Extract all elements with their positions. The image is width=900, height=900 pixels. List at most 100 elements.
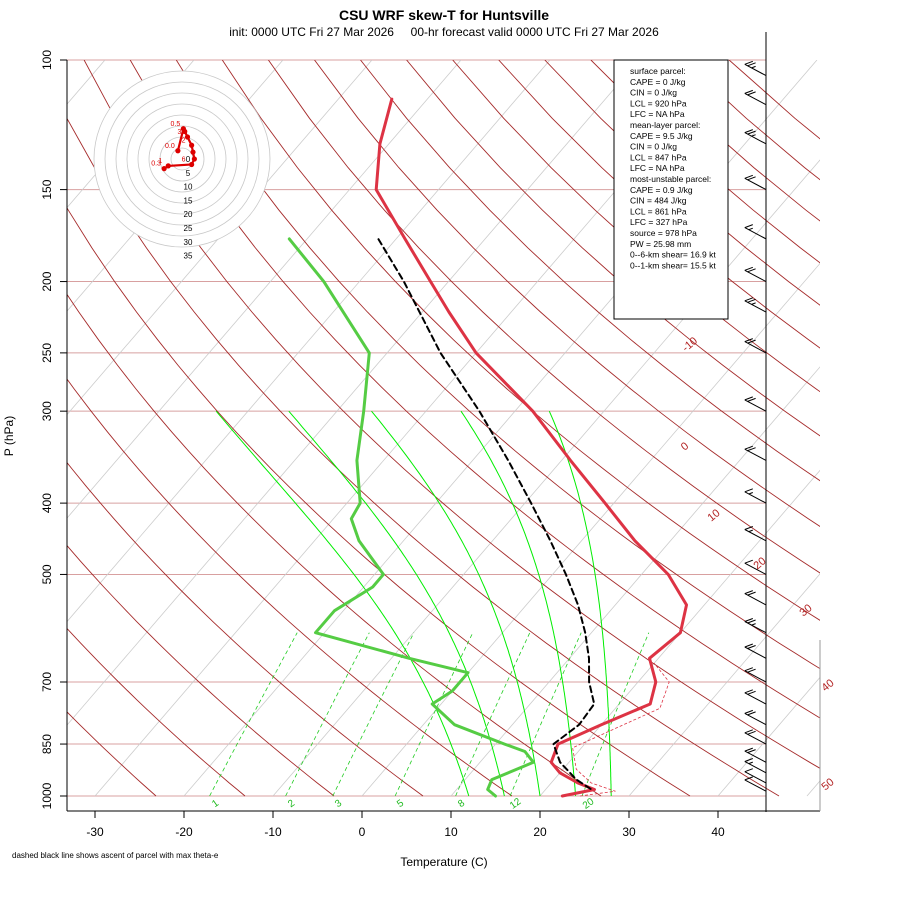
dry-adiabat — [406, 60, 820, 437]
wind-barb-staff — [744, 227, 767, 240]
wind-barb-flag — [747, 298, 756, 303]
hodograph-ring — [93, 70, 271, 248]
wind-barb-flag — [747, 711, 756, 716]
wind-barb-staff — [744, 621, 767, 634]
wind-barb — [744, 729, 767, 745]
hodograph-ring-label: 25 — [184, 224, 193, 233]
hodograph-point — [189, 142, 195, 148]
wind-barb-flag — [744, 709, 753, 714]
dry-adiabat — [67, 461, 424, 797]
dry-adiabat — [67, 711, 157, 797]
info-line: CAPE = 0.9 J/kg — [630, 185, 693, 195]
wind-barb-staff — [744, 732, 767, 745]
wind-barb-flag — [744, 297, 753, 302]
hodograph-ring — [137, 114, 227, 204]
x-axis-ticks: -30 -20 -10 0 10 20 30 40 — [86, 811, 725, 839]
y-axis-label: P (hPa) — [2, 416, 16, 456]
hodograph-point — [180, 126, 186, 132]
wind-barb-staff — [744, 341, 767, 354]
wind-barb-staff — [744, 692, 767, 705]
wind-barb-flag — [744, 729, 753, 734]
wind-barb-half-flag — [751, 623, 756, 626]
wind-barb-half-flag — [748, 529, 753, 533]
isotherm-line — [450, 366, 820, 797]
virtual-temp-line — [572, 662, 670, 797]
y-tick-label: 700 — [40, 672, 54, 692]
wind-barb-flag — [744, 266, 753, 271]
y-tick-label: 300 — [40, 401, 54, 421]
mixing-ratio-label: 3 — [333, 798, 344, 810]
wind-barb-staff — [744, 399, 767, 412]
hodograph-ring-label: 5 — [186, 169, 191, 178]
wind-barb-flag — [744, 776, 753, 781]
dewpoint-line — [287, 237, 535, 798]
mixing-ratio-label: 20 — [581, 796, 597, 812]
wind-barb-staff — [744, 269, 767, 282]
hodograph-point-label: 0.0 — [165, 143, 175, 150]
wind-barb-staff — [744, 670, 767, 683]
mixing-ratio-line — [394, 632, 474, 797]
chart-title: CSU WRF skew-T for Huntsville — [339, 7, 549, 23]
wind-barb-staff — [744, 779, 767, 792]
wind-barb-flag — [744, 396, 753, 401]
wind-barb — [744, 338, 767, 354]
info-line: CAPE = 9.5 J/kg — [630, 131, 693, 141]
parcel-info-text: surface parcel: CAPE = 0 J/kg CIN = 0 J/kg… — [630, 66, 716, 270]
wind-barb-flag — [747, 339, 756, 344]
wind-barb — [744, 297, 767, 313]
profile-lines — [287, 97, 688, 798]
dry-adiabat — [728, 60, 820, 140]
y-tick-label: 500 — [40, 564, 54, 584]
wind-barb-flag — [744, 174, 753, 179]
hodograph-ring-label: 30 — [184, 238, 193, 247]
mixing-ratio-line — [581, 632, 650, 797]
wind-barb-flag — [744, 445, 753, 450]
wind-barb-staff — [744, 177, 767, 191]
info-line: LCL = 920 hPa — [630, 98, 687, 108]
y-tick-label: 250 — [40, 343, 54, 363]
hodograph-point-label: 3 — [178, 129, 182, 136]
y-tick-label: 200 — [40, 271, 54, 291]
mixing-ratio-labels: 1 2 3 5 8 12 20 — [210, 796, 597, 812]
x-tick-label: -30 — [86, 825, 104, 839]
wind-barb-staff — [744, 562, 767, 575]
hodograph-ring — [115, 92, 249, 226]
info-line: CIN = 484 J/kg — [630, 196, 687, 206]
mixing-ratio-line — [455, 632, 531, 797]
wind-barb-staff — [744, 771, 767, 784]
wind-barb-flag — [744, 559, 753, 564]
hodograph-point — [165, 163, 171, 169]
mixing-ratio-lines — [209, 632, 650, 797]
dry-adiabat — [268, 60, 820, 574]
x-tick-label: -10 — [264, 825, 282, 839]
footnote: dashed black line shows ascent of parcel… — [12, 851, 219, 860]
hodograph-point — [161, 166, 167, 172]
hodograph-point — [190, 149, 196, 155]
hodograph-point-label: 0.5 — [171, 121, 181, 128]
wind-barb — [744, 643, 767, 659]
mixing-ratio-label: 1 — [210, 798, 221, 810]
hodograph-background — [94, 71, 270, 247]
wind-barb-staff — [744, 529, 767, 542]
wind-barb-flag — [747, 730, 756, 735]
wind-barb-flag — [744, 689, 753, 694]
info-line: PW = 25.98 mm — [630, 239, 691, 249]
wind-barb — [744, 667, 767, 683]
moist-adiabat-lines — [215, 410, 612, 797]
mixing-ratio-label: 5 — [395, 798, 406, 810]
isotherm-line — [67, 60, 195, 209]
hodograph-ring-label: 15 — [184, 196, 193, 205]
dry-adiabat — [67, 378, 513, 797]
isotherm-line — [67, 60, 551, 623]
wind-barb-flag — [744, 768, 753, 773]
wind-barb — [744, 768, 767, 784]
dry-adiabat — [67, 544, 335, 797]
dry-adiabat — [221, 60, 820, 621]
wind-barb-flag — [744, 60, 753, 65]
mixing-ratio-label: 8 — [456, 798, 467, 810]
wind-barb-flag — [747, 749, 756, 754]
wind-barb — [744, 709, 767, 726]
hodograph-ring-label: 10 — [184, 183, 193, 192]
dry-adiabat-lines — [67, 60, 820, 797]
